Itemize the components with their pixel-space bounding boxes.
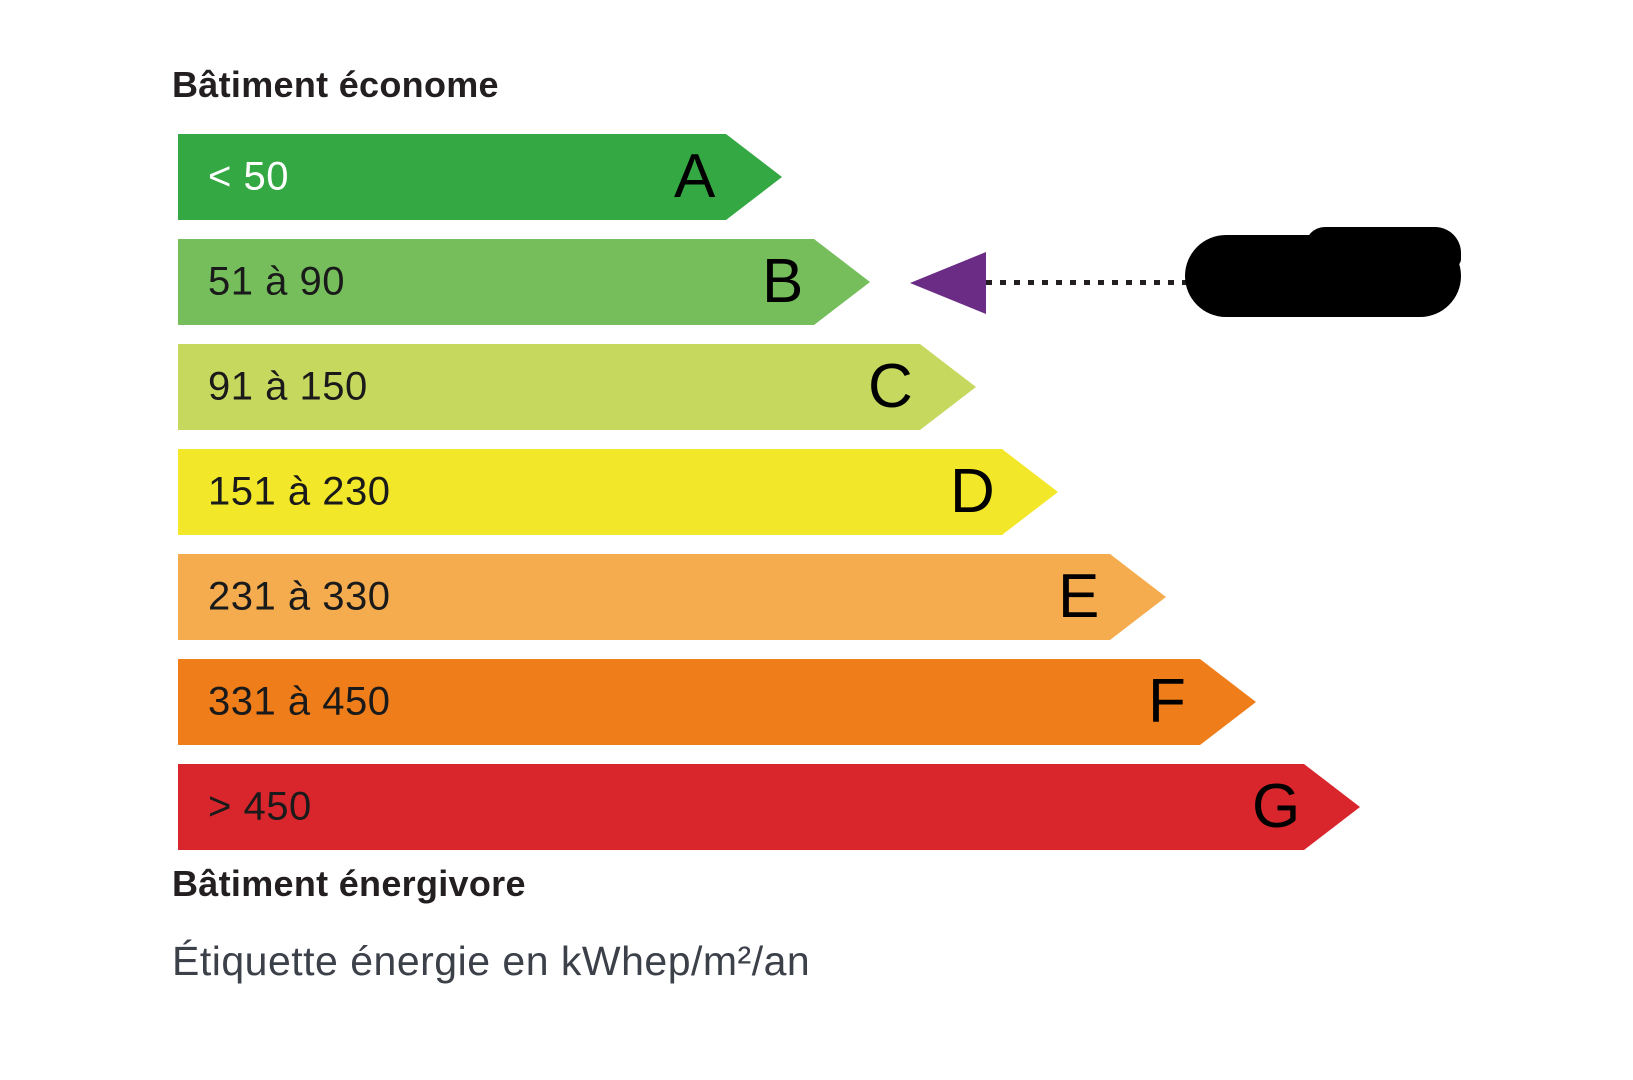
redaction-blackout-mark	[1185, 227, 1461, 317]
energy-class-bar-b[interactable]: 51 à 90 B	[178, 239, 870, 325]
energy-class-bar-c[interactable]: 91 à 150 C	[178, 344, 976, 430]
energy-class-bar-d[interactable]: 151 à 230 D	[178, 449, 1058, 535]
energy-class-bar-a[interactable]: < 50 A	[178, 134, 782, 220]
bar-shape-e	[178, 554, 1166, 640]
energy-class-bar-f[interactable]: 331 à 450 F	[178, 659, 1256, 745]
top-caption: Bâtiment économe	[172, 64, 499, 105]
bar-shape-g	[178, 764, 1360, 850]
bar-shape-c	[178, 344, 976, 430]
class-pointer-arrow-icon	[910, 252, 986, 314]
energy-class-bar-g[interactable]: > 450 G	[178, 764, 1360, 850]
bar-shape-f	[178, 659, 1256, 745]
bar-shape-d	[178, 449, 1058, 535]
bottom-caption: Bâtiment énergivore	[172, 863, 526, 904]
unit-caption: Étiquette énergie en kWhep/m²/an	[172, 938, 811, 984]
energy-class-bar-e[interactable]: 231 à 330 E	[178, 554, 1166, 640]
pointer-leader-dotted-line	[986, 280, 1234, 285]
bar-shape-a	[178, 134, 782, 220]
bar-shape-b	[178, 239, 870, 325]
